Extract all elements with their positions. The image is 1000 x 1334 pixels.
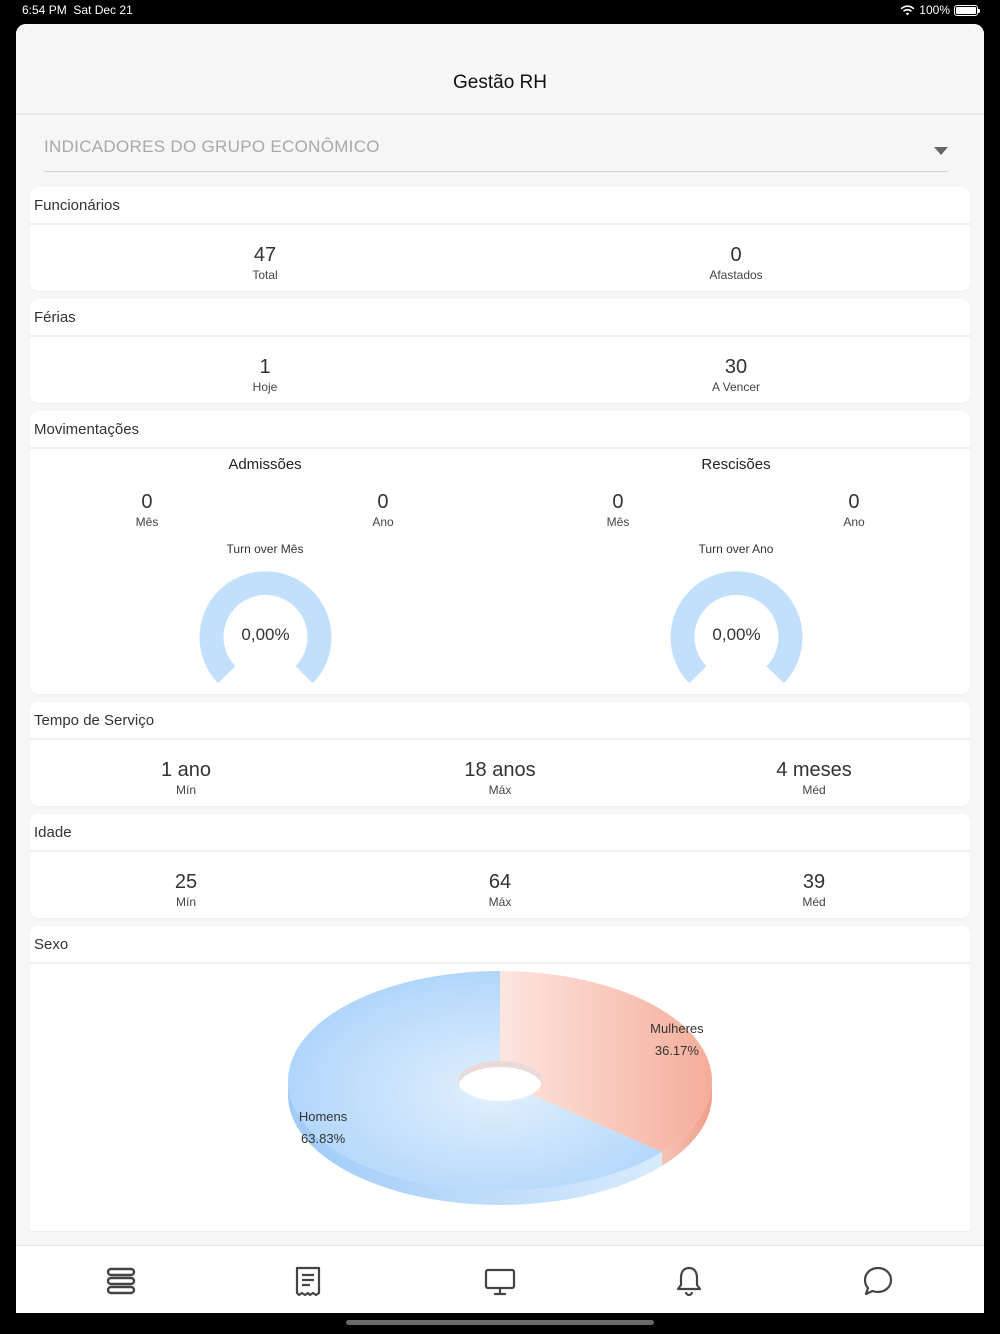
stat-label: Mês [135, 515, 159, 529]
admissoes-title: Admissões [228, 456, 302, 473]
pie-slice-mulheres[interactable] [500, 971, 713, 1153]
stat-label: Afastados [709, 268, 763, 282]
tab-receipt[interactable] [291, 1264, 325, 1298]
stat-value: 0 [848, 491, 860, 513]
stat-tempo-med: 4 meses Méd [776, 758, 852, 798]
stat-label: Mín [175, 895, 196, 909]
stat-value: 47 [253, 244, 277, 266]
card-ferias: Férias 1 Hoje 30 A Vencer [30, 299, 970, 403]
stat-value: 4 meses [776, 759, 852, 781]
card-title: Movimentações [30, 411, 970, 449]
card-title: Tempo de Serviço [30, 702, 970, 740]
stat-label: Hoje [252, 380, 278, 394]
stat-admissoes-mes: 0 Mês [136, 490, 159, 530]
gauge-value: 0,00% [712, 625, 761, 644]
stat-hoje: 1 Hoje [253, 355, 278, 395]
turnover-ano-title: Turn over Ano [698, 542, 774, 556]
stat-value: 0 [612, 491, 624, 513]
card-tempo-servico: Tempo de Serviço 1 ano Mín 18 anos Máx 4… [30, 702, 970, 806]
card-funcionarios: Funcionários 47 Total 0 Afastados [30, 187, 970, 291]
pie-label-homens: Homens [299, 1109, 348, 1124]
stat-label: Mín [175, 783, 196, 797]
tab-monitor[interactable] [483, 1264, 517, 1298]
stat-admissoes-ano: 0 Ano [372, 490, 393, 530]
turnover-mes-gauge: 0,00% [198, 569, 333, 684]
status-bar: 6:54 PM Sat Dec 21 100% [0, 0, 1000, 22]
stat-rescisoes-ano: 0 Ano [843, 490, 864, 530]
home-indicator [346, 1320, 654, 1325]
dashboard-content: INDICADORES DO GRUPO ECONÔMICO Funcionár… [16, 115, 984, 1245]
pie-value-homens: 63.83% [301, 1131, 346, 1146]
stat-tempo-max: 18 anos Máx [464, 758, 535, 798]
stat-afastados: 0 Afastados [709, 243, 762, 283]
monitor-icon [484, 1268, 516, 1296]
battery-icon [954, 4, 980, 16]
stat-value: 0 [377, 491, 389, 513]
card-title: Sexo [30, 926, 970, 964]
card-idade: Idade 25 Mín 64 Máx 39 Méd [30, 814, 970, 918]
pie-slice-side-mulheres [661, 1081, 712, 1167]
stat-label: A Vencer [711, 380, 761, 394]
stat-value: 64 [488, 871, 512, 893]
chat-icon [863, 1266, 893, 1296]
pie-hole-rim [458, 1061, 542, 1087]
card-title: Idade [30, 814, 970, 852]
gauge-arc [199, 571, 332, 684]
status-right: 100% [900, 3, 980, 17]
stat-value: 25 [174, 871, 198, 893]
pie-slice-side-homens [288, 1081, 662, 1205]
battery-percent: 100% [919, 3, 950, 17]
card-title: Férias [30, 299, 970, 337]
stat-label: Mês [606, 515, 630, 529]
gender-pie-chart: Mulheres 36.17% Homens 63.83% [288, 971, 713, 1205]
tab-stack[interactable] [104, 1264, 138, 1298]
stat-idade-med: 39 Méd [802, 870, 825, 910]
stat-a-vencer: 30 A Vencer [712, 355, 760, 395]
stat-value: 1 [259, 356, 271, 378]
navigation-bar: Gestão RH [16, 24, 984, 114]
tab-notifications[interactable] [672, 1264, 706, 1298]
stat-value: 0 [730, 244, 742, 266]
stack-icon [106, 1267, 136, 1295]
page-title: Gestão RH [453, 72, 547, 93]
receipt-icon [295, 1266, 321, 1297]
stat-tempo-min: 1 ano Mín [161, 758, 211, 798]
rescisoes-title: Rescisões [701, 456, 771, 473]
card-sexo: Sexo [30, 926, 970, 1231]
stat-value: 1 ano [160, 759, 212, 781]
pie-hole [458, 1061, 542, 1101]
tab-chat[interactable] [861, 1264, 895, 1298]
stat-label: Máx [488, 783, 512, 797]
status-time: 6:54 PM Sat Dec 21 [22, 3, 133, 17]
group-indicator-select-label: INDICADORES DO GRUPO ECONÔMICO [44, 137, 380, 156]
stat-idade-min: 25 Mín [175, 870, 197, 910]
app-window: Gestão RH INDICADORES DO GRUPO ECONÔMICO… [16, 24, 984, 1313]
stat-rescisoes-mes: 0 Mês [607, 490, 630, 530]
turnover-mes-title: Turn over Mês [226, 542, 304, 556]
gauge-value: 0,00% [241, 625, 290, 644]
gauge-arc [670, 571, 803, 684]
stat-value: 18 anos [464, 759, 536, 781]
stat-total: 47 Total [252, 243, 277, 283]
stat-label: Méd [802, 783, 826, 797]
stat-label: Méd [802, 895, 826, 909]
pie-label-mulheres: Mulheres [650, 1021, 704, 1036]
stat-label: Ano [843, 515, 865, 529]
chevron-down-icon [934, 147, 948, 155]
stat-label: Ano [372, 515, 394, 529]
bell-icon [676, 1266, 702, 1297]
stat-value: 0 [141, 491, 153, 513]
pie-value-mulheres: 36.17% [655, 1043, 700, 1058]
wifi-icon [900, 4, 915, 15]
stat-label: Total [252, 268, 278, 282]
card-movimentacoes: Movimentações Admissões 0 Mês 0 Ano Turn… [30, 411, 970, 694]
card-title: Funcionários [30, 187, 970, 225]
turnover-ano-gauge: 0,00% [669, 569, 804, 684]
group-indicator-select[interactable]: INDICADORES DO GRUPO ECONÔMICO [44, 137, 948, 172]
stat-idade-max: 64 Máx [489, 870, 512, 910]
stat-value: 30 [724, 356, 748, 378]
tab-bar [16, 1245, 984, 1313]
stat-value: 39 [802, 871, 826, 893]
stat-label: Máx [488, 895, 512, 909]
